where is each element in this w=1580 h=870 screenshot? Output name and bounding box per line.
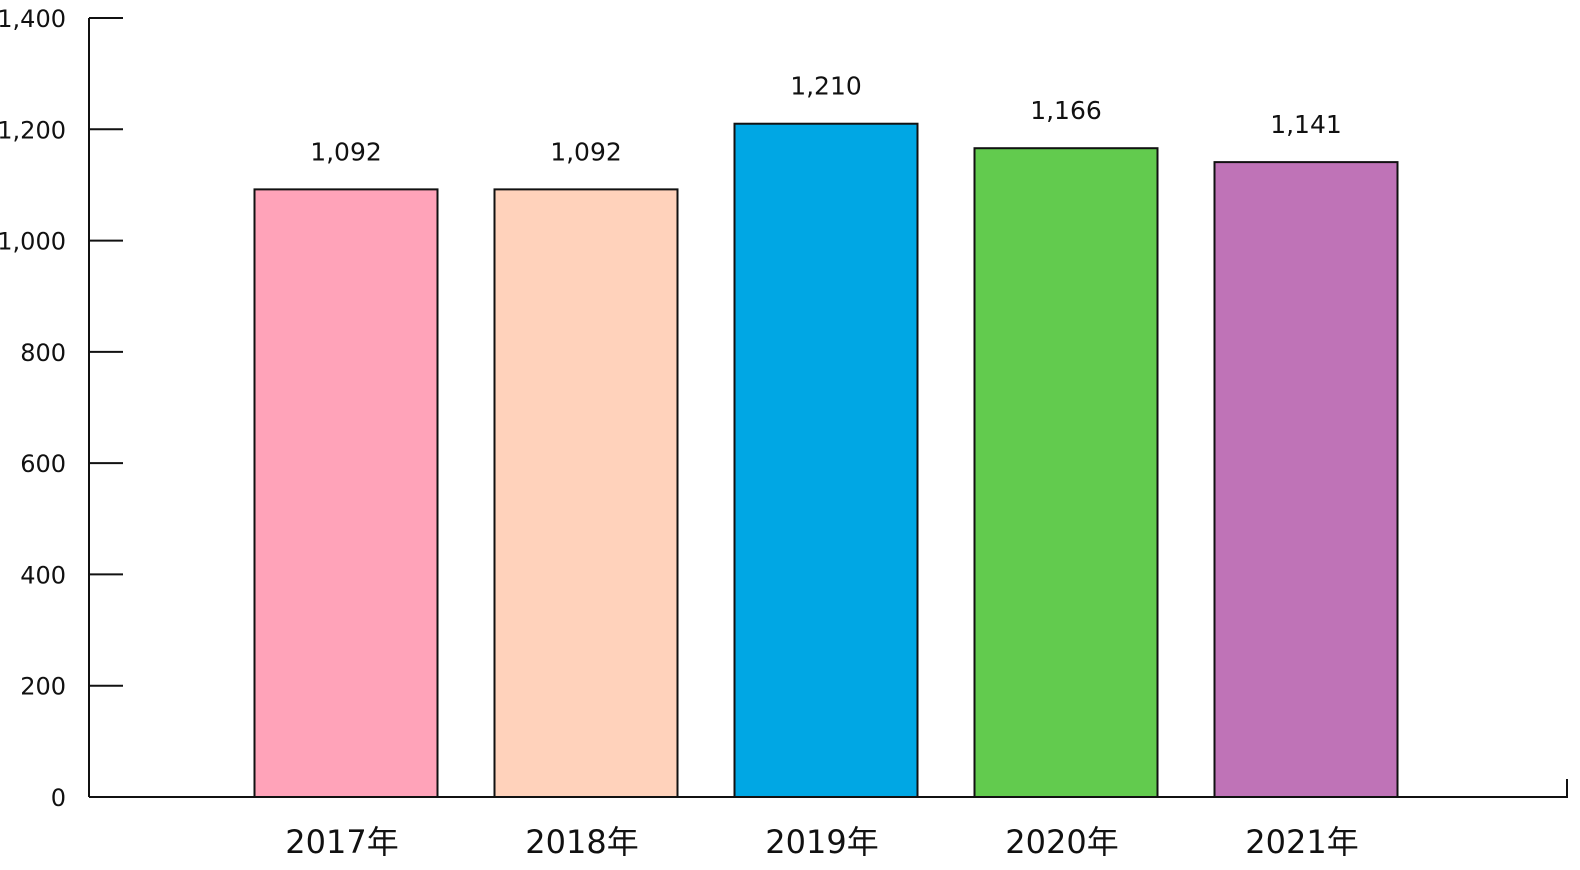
x-tick-label: 2019年 <box>765 823 878 861</box>
bars <box>253 122 1399 799</box>
category-labels: 2017年 2018年 2019年 2020年 2021年 <box>285 823 1358 861</box>
bar <box>493 188 679 798</box>
y-tick-label: 0 <box>51 784 66 812</box>
value-labels: 1,092 1,092 1,210 1,166 1,141 <box>310 72 1342 167</box>
y-tick-label: 400 <box>20 561 66 589</box>
data-label: 1,141 <box>1270 110 1342 139</box>
bar <box>253 188 439 798</box>
y-tick-label: 1,000 <box>0 228 66 256</box>
y-axis: 0 200 400 600 800 1,000 1,200 1,400 <box>0 5 123 812</box>
x-tick-label: 2020年 <box>1005 823 1118 861</box>
data-label: 1,166 <box>1030 96 1102 125</box>
bar <box>733 122 919 798</box>
y-tick-label: 600 <box>20 450 66 478</box>
data-label: 1,092 <box>310 137 382 166</box>
data-label: 1,092 <box>550 137 622 166</box>
x-tick-label: 2021年 <box>1245 823 1358 861</box>
y-tick-label: 1,400 <box>0 5 66 33</box>
y-tick-label: 200 <box>20 673 66 701</box>
y-tick-label: 1,200 <box>0 116 66 144</box>
x-tick-label: 2018年 <box>525 823 638 861</box>
bar <box>1213 161 1399 799</box>
bar <box>973 147 1159 798</box>
y-tick-label: 800 <box>20 339 66 367</box>
data-label: 1,210 <box>790 72 862 101</box>
x-tick-label: 2017年 <box>285 823 398 861</box>
